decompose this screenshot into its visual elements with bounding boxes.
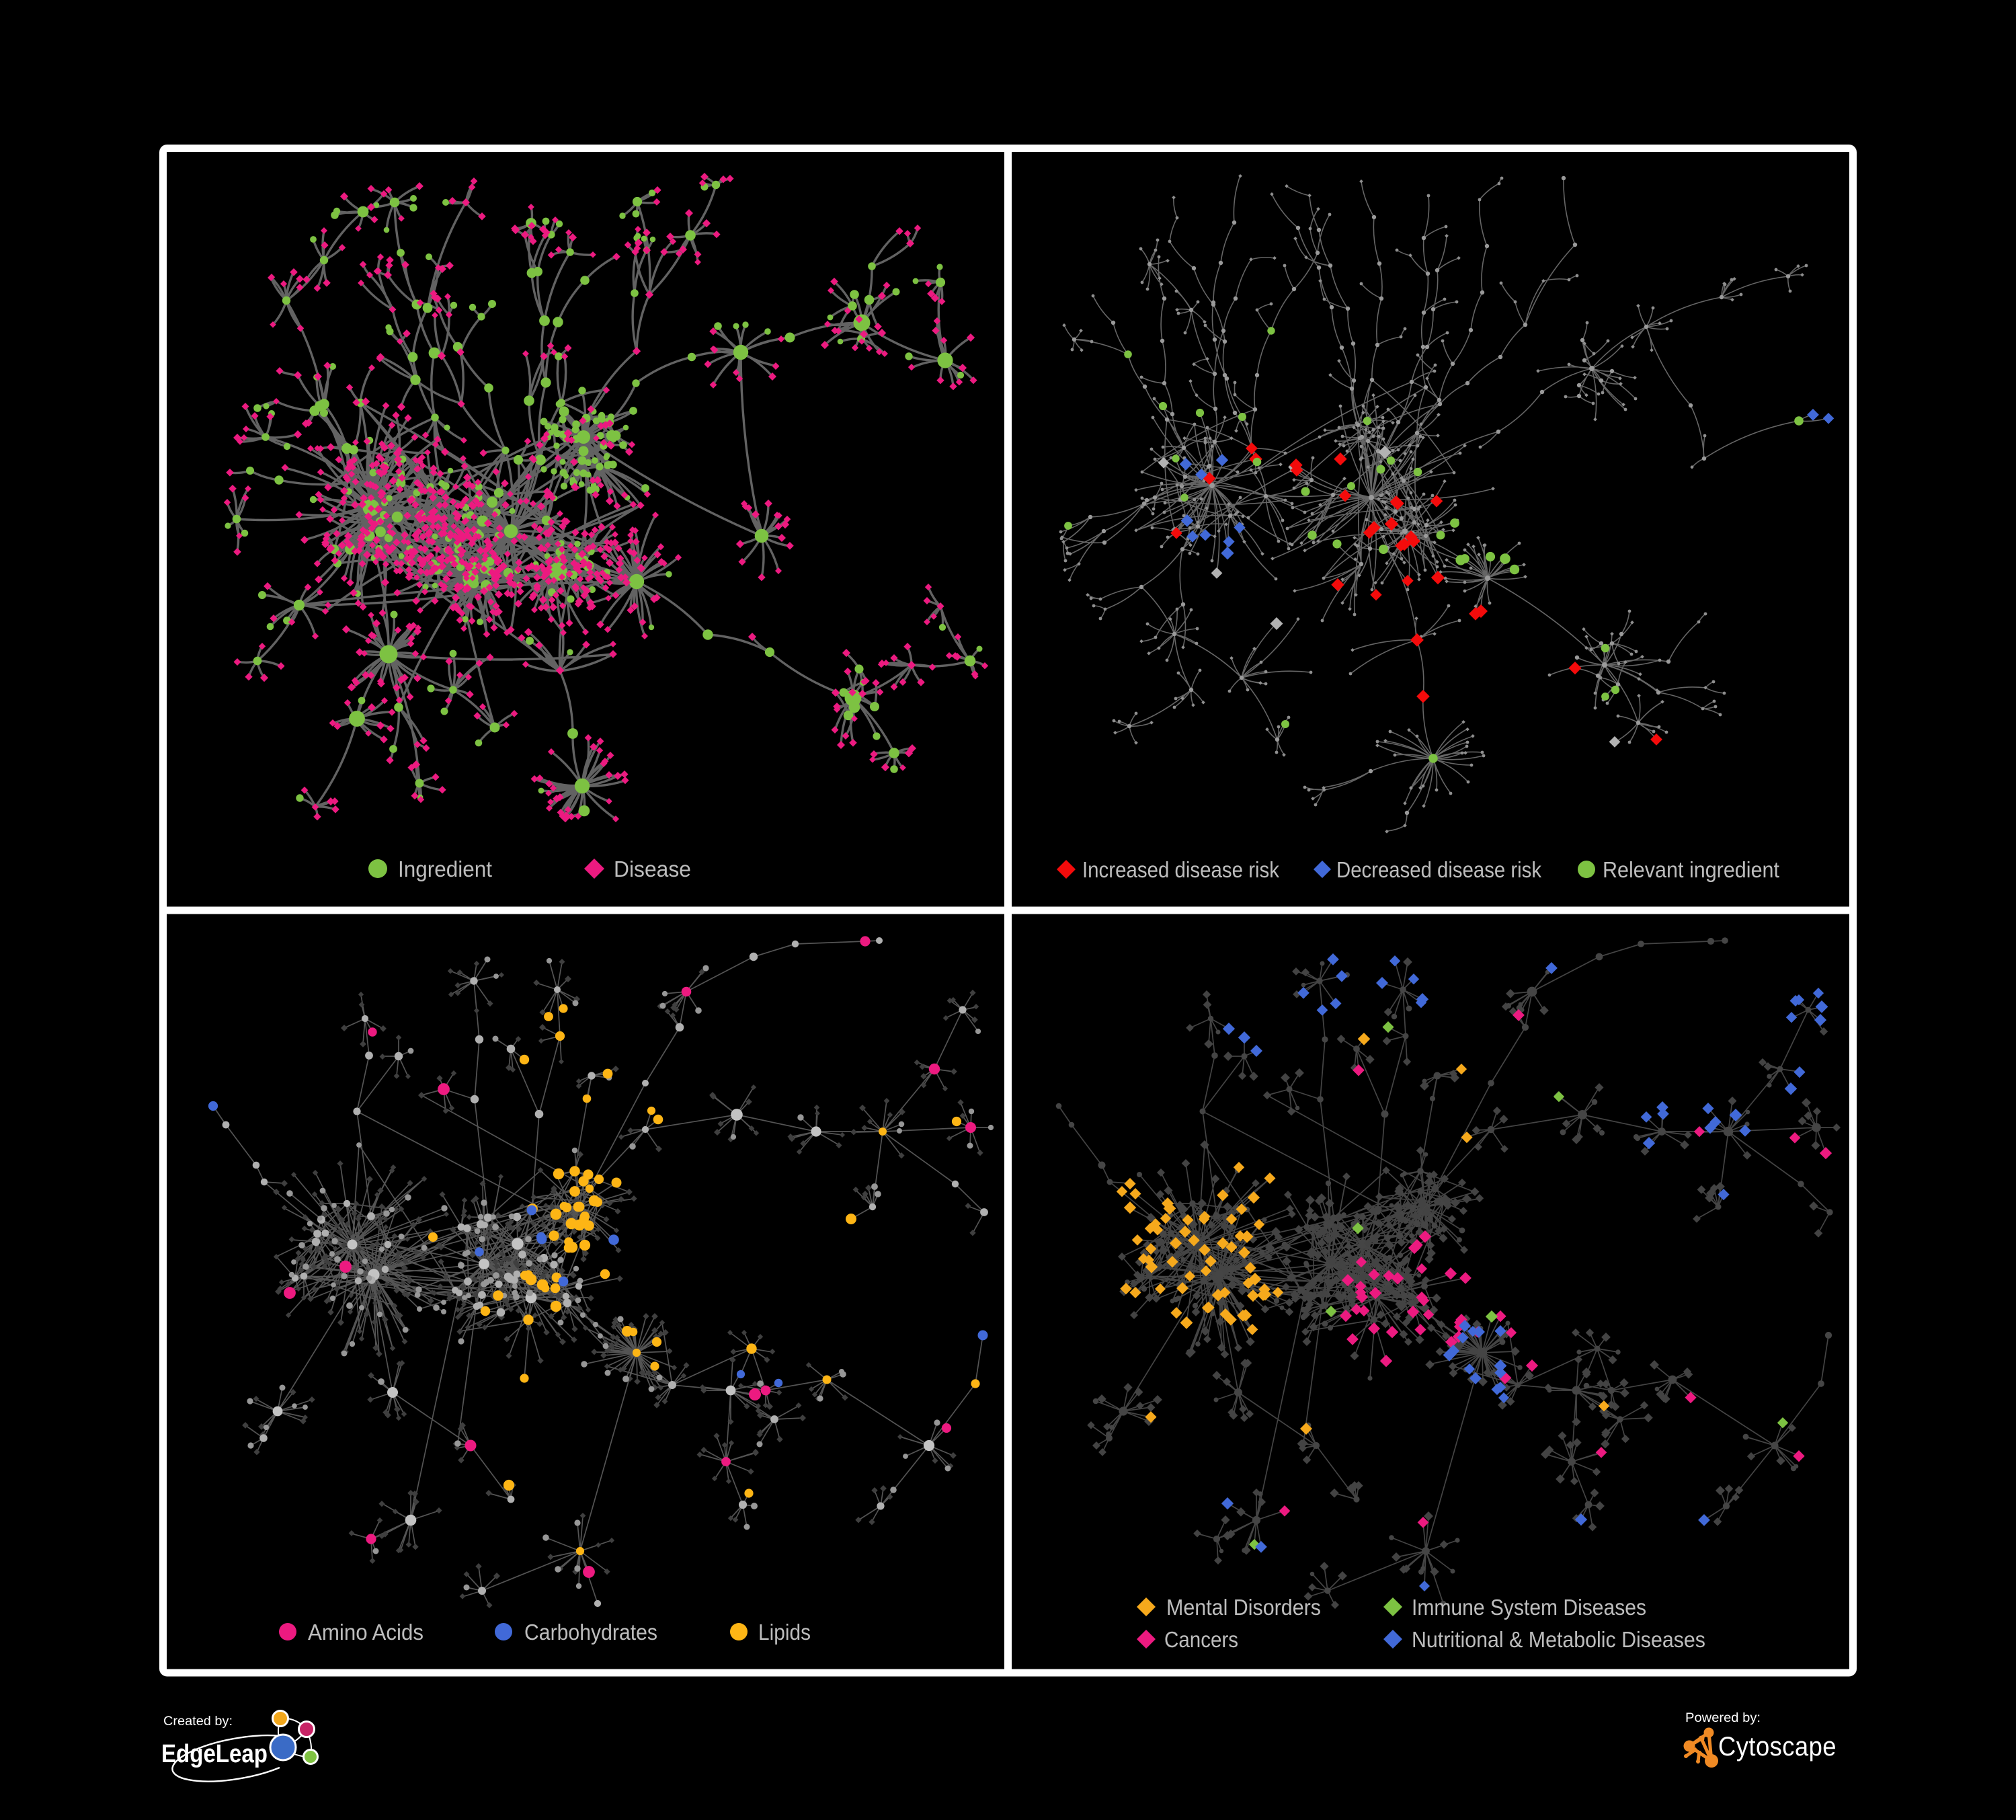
svg-text:Carbohydrates: Carbohydrates: [524, 1620, 657, 1645]
svg-text:Increased disease risk: Increased disease risk: [1082, 857, 1279, 882]
svg-text:Cytoscape: Cytoscape: [1718, 1732, 1837, 1762]
svg-text:Ingredient: Ingredient: [398, 857, 492, 881]
svg-text:Immune System Diseases: Immune System Diseases: [1412, 1595, 1646, 1620]
svg-text:Created by:: Created by:: [163, 1714, 233, 1729]
svg-text:Lipids: Lipids: [758, 1620, 811, 1645]
svg-text:EdgeLeap: EdgeLeap: [161, 1740, 268, 1768]
svg-text:Decreased disease risk: Decreased disease risk: [1336, 857, 1541, 882]
svg-text:Cancers: Cancers: [1164, 1627, 1238, 1652]
svg-text:Amino Acids: Amino Acids: [308, 1620, 424, 1645]
svg-text:Powered by:: Powered by:: [1685, 1711, 1761, 1725]
svg-text:Disease: Disease: [614, 857, 691, 881]
svg-text:Nutritional & Metabolic Diseas: Nutritional & Metabolic Diseases: [1412, 1627, 1705, 1652]
svg-text:Mental Disorders: Mental Disorders: [1166, 1595, 1321, 1620]
svg-text:Relevant ingredient: Relevant ingredient: [1603, 857, 1779, 882]
